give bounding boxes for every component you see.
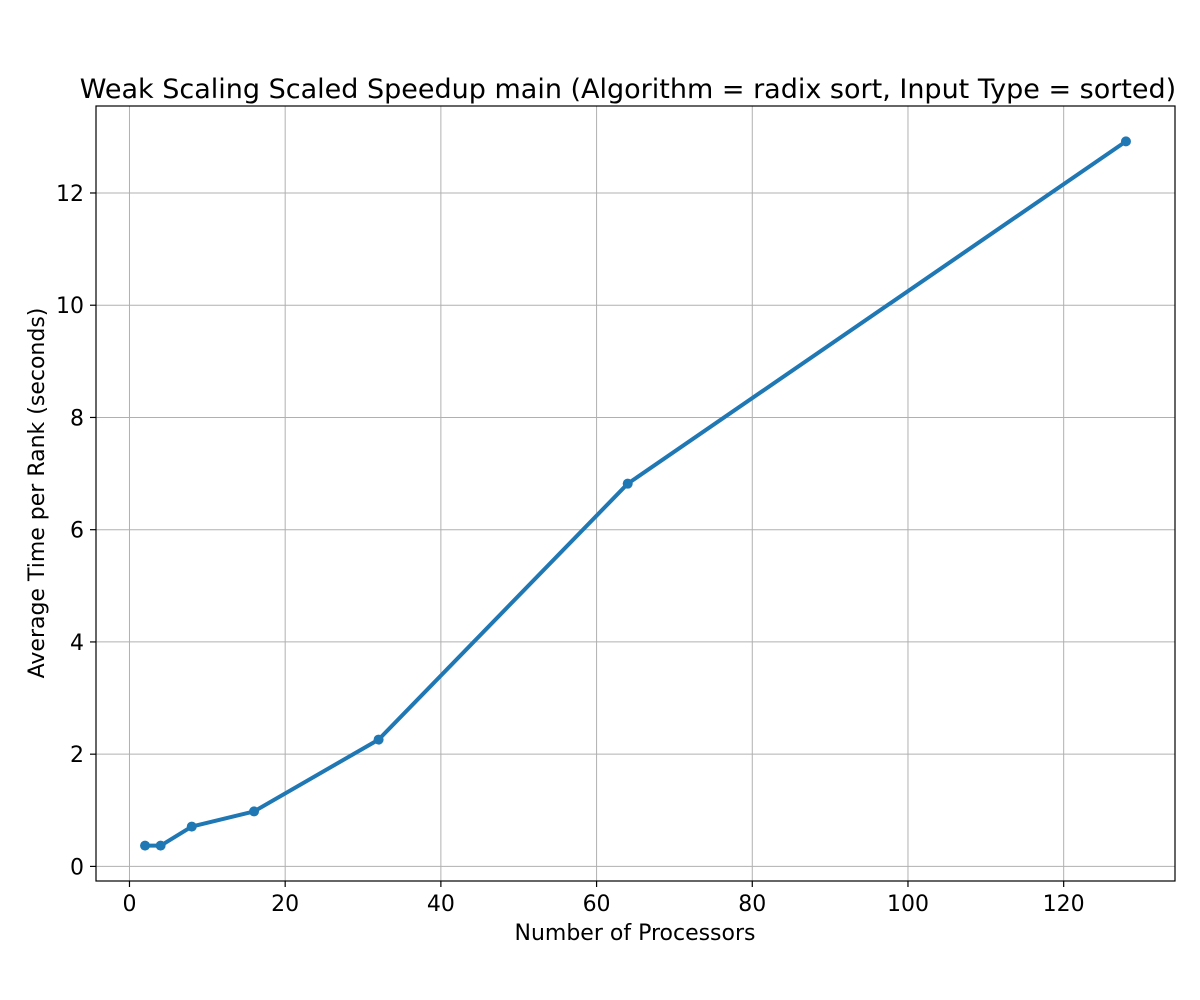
x-tick-label: 80: [738, 892, 766, 917]
y-tick-label: 6: [70, 519, 84, 544]
x-tick-label: 20: [271, 892, 299, 917]
x-tick-label: 100: [887, 892, 929, 917]
data-point: [1120, 136, 1131, 147]
y-tick-label: 0: [70, 855, 84, 880]
y-tick-label: 8: [70, 406, 84, 431]
x-axis-label: Number of Processors: [515, 921, 756, 946]
x-tick-label: 120: [1043, 892, 1085, 917]
data-point: [186, 821, 197, 832]
data-point: [140, 840, 151, 851]
x-tick-label: 0: [122, 892, 136, 917]
x-tick-label: 60: [583, 892, 611, 917]
axis-ticks: 0 20 40 60 80 100 120 0 2 4 6 8 10 12: [56, 182, 1085, 917]
y-tick-label: 2: [70, 743, 84, 768]
y-tick-label: 4: [70, 631, 84, 656]
data-point: [622, 478, 633, 489]
data-point: [155, 840, 166, 851]
chart-title: Weak Scaling Scaled Speedup main (Algori…: [80, 74, 1176, 105]
y-axis-label: Average Time per Rank (seconds): [25, 308, 50, 679]
series-layer: [140, 136, 1131, 851]
x-tick-label: 40: [427, 892, 455, 917]
y-tick-label: 10: [56, 294, 84, 319]
y-tick-label: 12: [56, 182, 84, 207]
plot-area-frame: [95, 105, 1176, 882]
data-point: [249, 806, 260, 817]
grid: [96, 106, 1175, 881]
data-point: [373, 734, 384, 745]
series-line: [143, 139, 1128, 848]
